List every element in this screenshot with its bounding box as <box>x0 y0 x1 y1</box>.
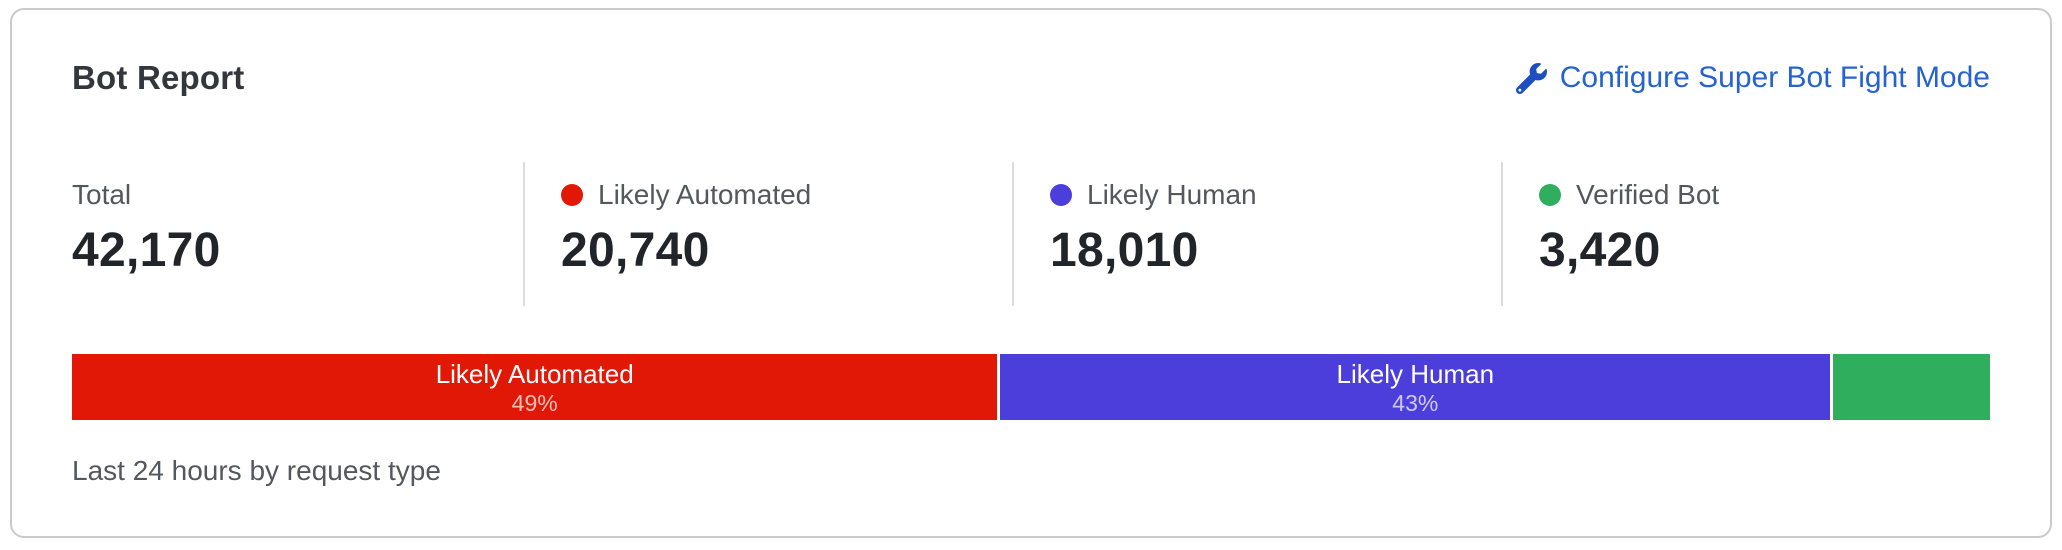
likely-human-dot-icon <box>1050 184 1072 206</box>
wrench-icon <box>1515 62 1547 94</box>
bot-report-card: Bot Report Configure Super Bot Fight Mod… <box>10 8 2052 538</box>
request-type-stacked-bar: Likely Automated 49% Likely Human 43% Ve… <box>72 354 1990 420</box>
verified-bot-segment: Verified Bot 8% <box>1833 354 1990 420</box>
likely-automated-segment: Likely Automated 49% <box>72 354 998 420</box>
likely-human-segment-label: Likely Human 43% <box>1336 358 1495 416</box>
likely-automated-stat: Likely Automated 20,740 <box>523 162 1012 306</box>
likely-human-stat: Likely Human 18,010 <box>1012 162 1501 306</box>
stats-row: Total 42,170 Likely Automated 20,740 Lik… <box>72 162 1990 306</box>
configure-link-label: Configure Super Bot Fight Mode <box>1559 61 1990 94</box>
likely-automated-value: 20,740 <box>561 224 710 277</box>
likely-human-value: 18,010 <box>1050 224 1199 277</box>
verified-bot-stat: Verified Bot 3,420 <box>1501 162 1990 306</box>
page-title: Bot Report <box>72 59 245 96</box>
verified-bot-value: 3,420 <box>1539 224 1661 277</box>
likely-automated-dot-icon <box>561 184 583 206</box>
total-value: 42,170 <box>72 224 221 277</box>
verified-bot-label: Verified Bot <box>1576 179 1720 210</box>
likely-human-segment: Likely Human 43% <box>1000 354 1831 420</box>
configure-super-bot-fight-mode-link[interactable]: Configure Super Bot Fight Mode <box>1515 59 1990 97</box>
likely-automated-label: Likely Automated <box>598 179 812 210</box>
card-header: Bot Report Configure Super Bot Fight Mod… <box>72 58 1990 98</box>
time-range-caption: Last 24 hours by request type <box>72 455 441 486</box>
likely-automated-segment-label: Likely Automated 49% <box>435 358 634 416</box>
likely-human-label: Likely Human <box>1087 179 1257 210</box>
total-stat: Total 42,170 <box>72 162 523 306</box>
verified-bot-dot-icon <box>1539 184 1561 206</box>
total-label: Total <box>72 179 132 210</box>
